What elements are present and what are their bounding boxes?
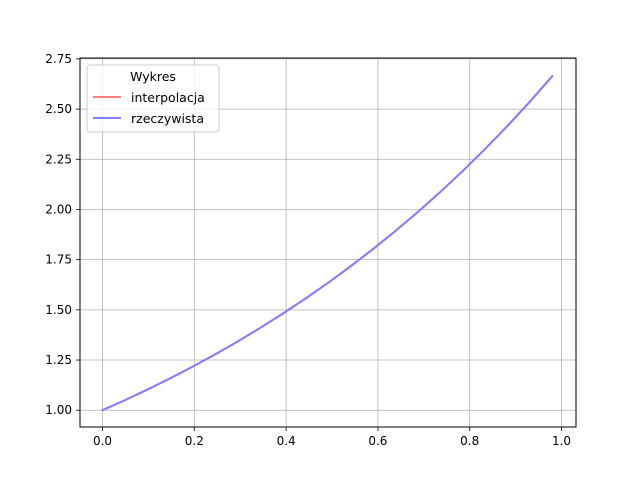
y-tick-label: 1.25: [45, 353, 72, 367]
grid: [80, 58, 576, 427]
y-tick-label: 2.50: [45, 102, 72, 116]
legend-label-rzeczywista: rzeczywista: [131, 111, 204, 126]
y-tick-label: 1.75: [45, 253, 72, 267]
x-axis: 0.0 0.2 0.4 0.6 0.8 1.0: [93, 427, 571, 448]
legend: Wykres interpolacja rzeczywista: [86, 64, 220, 133]
y-tick-label: 1.00: [45, 403, 72, 417]
x-tick-label: 0.0: [93, 434, 112, 448]
x-tick-label: 0.6: [368, 434, 387, 448]
x-tick-label: 0.8: [460, 434, 479, 448]
x-tick-label: 1.0: [552, 434, 571, 448]
legend-title: Wykres: [130, 69, 176, 84]
series-line-rzeczywista: [101, 75, 554, 412]
legend-box: [86, 64, 220, 133]
y-tick-label: 2.75: [45, 52, 72, 66]
y-tick-label: 2.25: [45, 152, 72, 166]
y-tick-label: 2.00: [45, 202, 72, 216]
y-axis: 1.00 1.25 1.50 1.75 2.00 2.25 2.50 2.75: [45, 52, 80, 417]
x-tick-label: 0.4: [277, 434, 296, 448]
series-layer: [101, 75, 554, 412]
y-tick-label: 1.50: [45, 303, 72, 317]
x-tick-label: 0.2: [185, 434, 204, 448]
legend-label-interpolacja: interpolacja: [131, 90, 205, 105]
axes-frame: [79, 57, 577, 428]
